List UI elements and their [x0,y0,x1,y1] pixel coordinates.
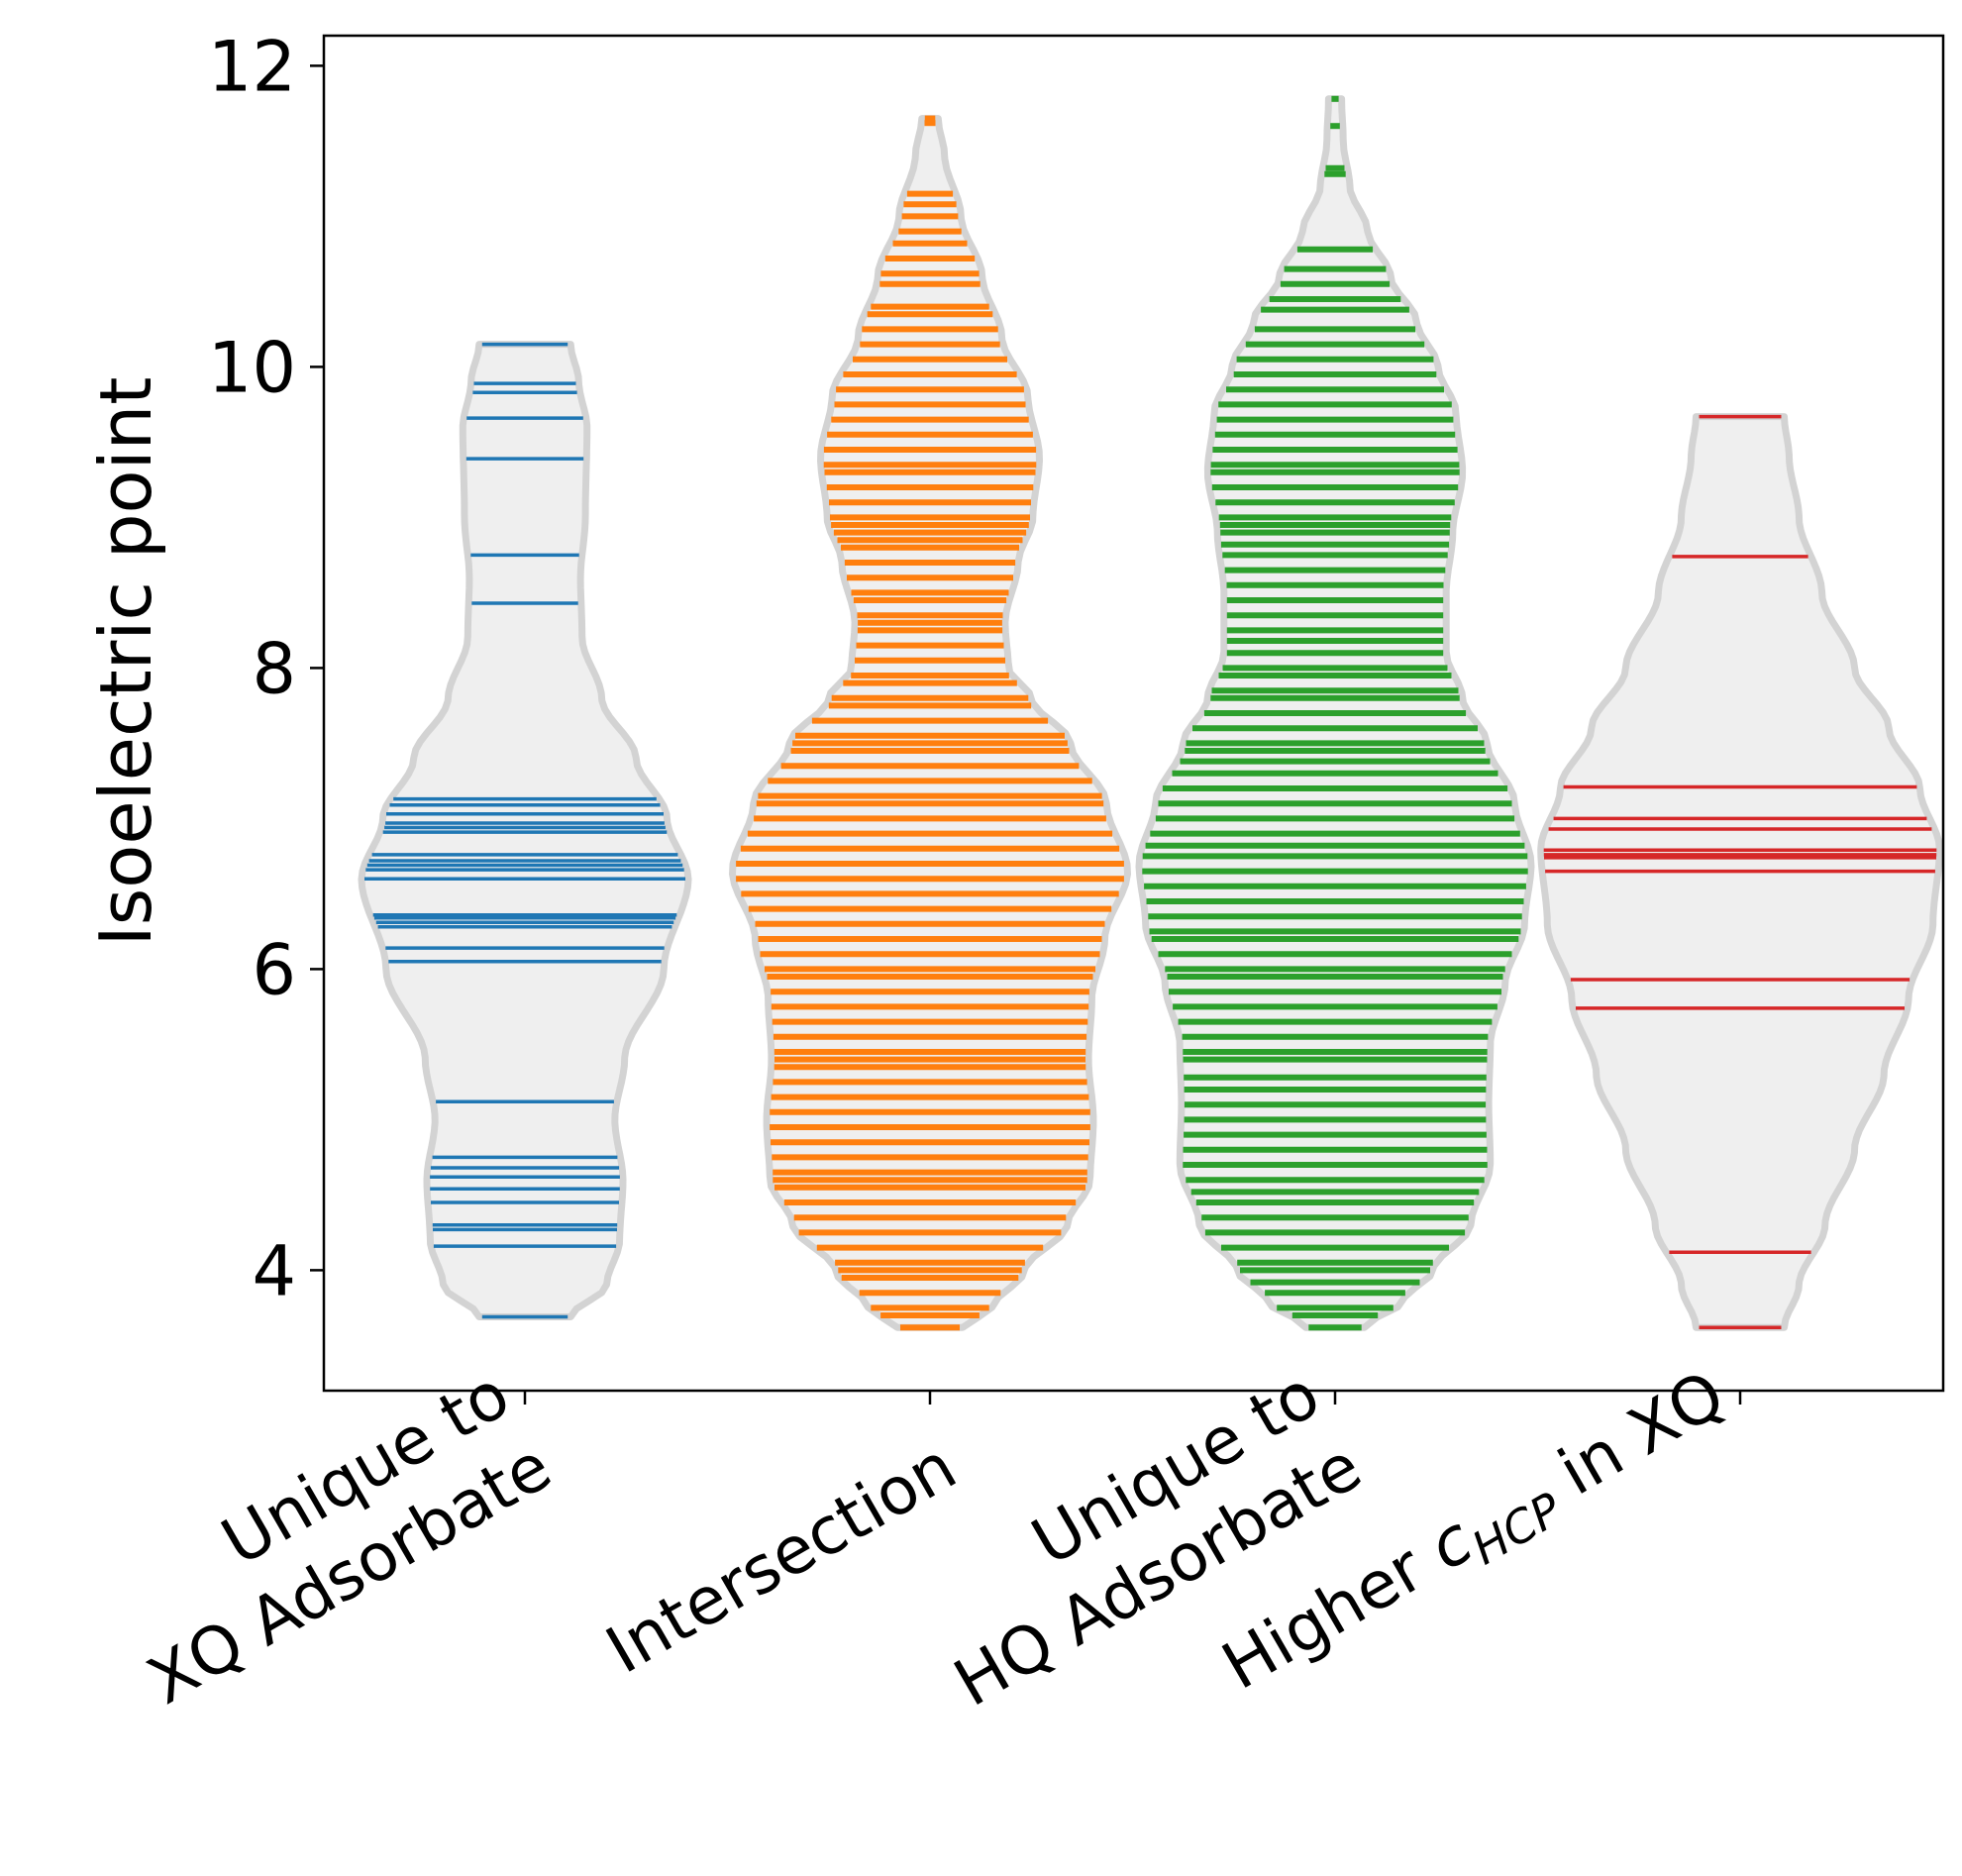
y-tick-label: 6 [252,929,296,1010]
x-tick-label: Intersection [593,1428,969,1689]
y-axis-ticks: 4 6 8 10 12 [208,26,324,1311]
y-tick-label: 8 [252,628,296,709]
x-axis-ticks [523,1391,1742,1405]
plot-frame [322,34,1945,1393]
y-tick-label: 4 [252,1230,296,1311]
y-tick-label: 12 [208,26,296,107]
y-axis-label: Isoelectric point [84,377,167,947]
y-tick-label: 10 [208,327,296,408]
violin-group [358,95,1943,1331]
x-tick-label-line: Intersection [593,1428,969,1689]
